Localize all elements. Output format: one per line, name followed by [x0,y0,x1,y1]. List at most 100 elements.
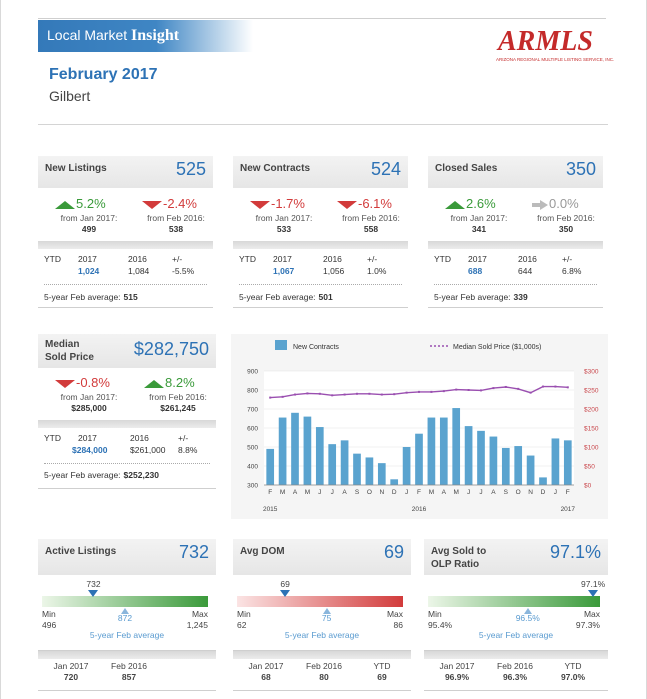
ytd-value-v1: 1,024 [78,266,100,276]
median-price-point [356,392,358,395]
footer-header: Feb 2016 [111,661,147,671]
avg-value: 339 [513,292,528,302]
ytd-header-pm: +/- [562,254,573,264]
change-from-value: 341 [437,224,521,234]
footer-value: 857 [121,672,137,682]
divider-band [428,241,603,249]
average-marker-label: 96.5% [515,613,540,623]
footer-value: 720 [63,672,79,682]
bar-new-contracts [377,463,386,485]
median-price-point [380,393,383,396]
arrow-up-icon [445,200,465,209]
x-tick-label: J [318,489,321,496]
ytd-value-v2: 1,056 [323,266,345,276]
arrow-up-icon [144,379,164,388]
card-label: Active Listings [45,546,117,557]
bar-new-contracts [328,444,337,485]
y-left-tick-label: 600 [247,426,258,433]
change-percent: -1.7% [271,196,305,211]
change-from-value: 499 [47,224,131,234]
change-from-value: 538 [134,224,218,234]
contracts-price-chart: New Contracts Median Sold Price ($1,000s)… [247,340,599,513]
gauge-max-label: Max [386,609,403,619]
ytd-header-pm: +/- [178,433,189,443]
gauge-min-label: Min [42,609,56,619]
gauge-footer: Jan 2017 720 Feb 2016 857 [38,651,216,691]
y-right-tick-label: $300 [584,369,599,376]
stat-card-new-listings: New Listings 525 5.2% from Jan 2017: 499 -2.4… [38,156,213,308]
page-subtitle: Gilbert [49,88,91,104]
five-year-average-label: 5-year Feb average [89,630,165,640]
x-tick-label: D [392,489,397,496]
gauge-marker-icon [88,590,99,597]
x-tick-label: J [554,489,557,496]
median-price-point [405,391,408,394]
x-tick-label: O [516,489,521,496]
dotted-divider [434,284,597,285]
gauge-max-value: 97.3% [575,620,600,630]
avg-value: $252,230 [123,470,159,480]
gauge-marker-icon [588,590,599,597]
banner-rule [38,18,606,19]
bar-new-contracts [539,477,547,485]
ytd-header-y2: 2016 [323,254,342,264]
footer-header: Feb 2016 [497,661,533,671]
change-from-label: from Jan 2017: [60,213,118,223]
change-value: 341 [471,224,487,234]
x-tick-label: A [342,489,347,496]
x-tick-label: M [429,489,434,496]
median-price-point [492,387,495,390]
title-rule [38,124,608,125]
page-border-left [0,0,1,699]
dotted-divider [44,284,207,285]
change-from-value: $261,245 [136,403,220,413]
change-value: 558 [363,224,379,234]
ytd-value-vpm: 1.0% [367,266,387,276]
gauge-card-active-listings: Active Listings 732 732 872 Min 496 Max 1,245 5-… [38,539,216,651]
card-header: Active Listings 732 [38,539,216,575]
footer-value: 68 [261,672,271,682]
divider-band [38,420,216,428]
bar-new-contracts [514,446,523,485]
change-value: 533 [276,224,292,234]
stat-card-median-sold-price: Median Sold Price $282,750 -0.8% from Jan 20… [38,334,216,489]
card-label: New Contracts [240,163,311,174]
y-left-tick-label: 400 [247,464,258,471]
footer-value: 97.0% [560,672,586,682]
ytd-value-vpm: 6.8% [562,266,582,276]
y-right-tick-label: $200 [584,407,599,414]
median-price-point [554,385,557,388]
x-tick-label: F [566,489,570,496]
change-percent: 2.6% [466,196,496,211]
change-percent: 5.2% [76,196,106,211]
ytd-value-vpm: -5.5% [172,266,195,276]
x-tick-label: O [367,489,372,496]
x-tick-label: F [268,489,272,496]
card-label: Closed Sales [435,163,498,174]
ytd-value-v1: 1,067 [273,266,295,276]
card-value: $282,750 [133,339,209,359]
banner [38,20,253,52]
y-left-tick-label: 800 [247,388,258,395]
gauge-marker-label: 69 [280,579,290,589]
change-month: 2.6% [445,196,496,211]
stat-card-new-contracts: New Contracts 524 -1.7% from Jan 2017: 533 -6… [233,156,408,308]
change-value: 538 [168,224,184,234]
change-value: $285,000 [71,403,107,413]
ytd-header-y2: 2016 [128,254,147,264]
median-price-point [517,387,520,390]
change-month: -1.7% [250,196,305,211]
median-price-point [331,394,334,397]
dotted-divider [239,284,402,285]
average-marker-icon [523,608,532,614]
median-price-point [418,390,420,393]
arrow-up-icon [55,200,75,209]
change-year: -2.4% [142,196,197,211]
card-label-line2: OLP Ratio [431,559,480,570]
bar-new-contracts [563,440,572,485]
change-from-label: from Jan 2017: [60,392,118,402]
bar-new-contracts [415,433,423,485]
ytd-header-label: YTD [239,254,256,264]
gauge-marker-label: 97.1% [581,579,606,589]
armls-logo: ARMLS [498,26,593,57]
